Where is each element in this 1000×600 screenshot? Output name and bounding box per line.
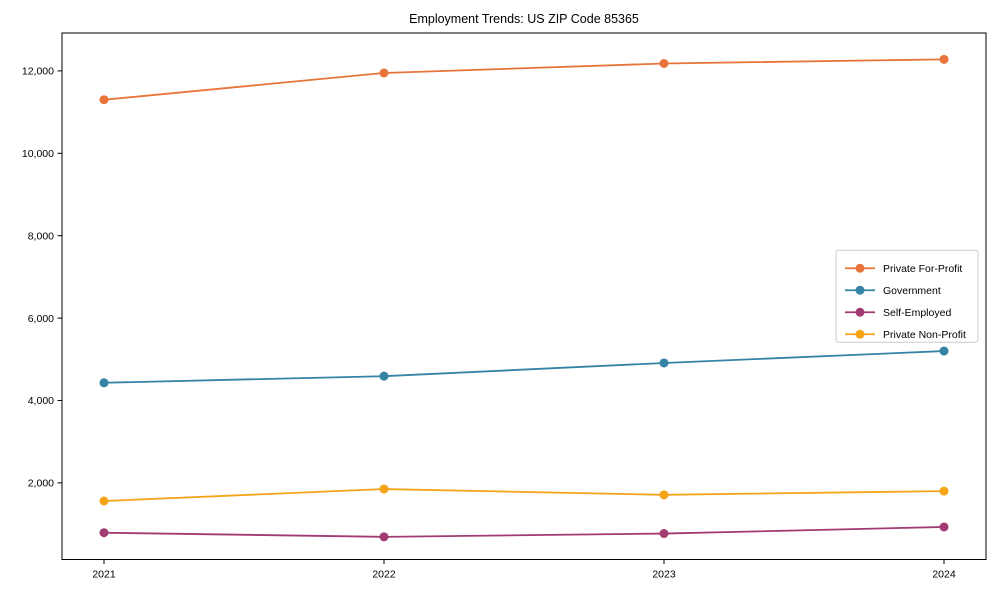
legend-entry-private-non-profit[interactable]: Private Non-Profit	[845, 329, 966, 341]
legend: Private For-Profit Government Self-Employe…	[835, 249, 979, 343]
series-line-private-for-profit	[103, 58, 945, 101]
legend-marker-sample	[855, 329, 865, 339]
y-tick-label: 6,000	[28, 313, 54, 325]
data-point-government	[379, 371, 389, 381]
data-point-government	[99, 378, 109, 388]
data-point-private-for-profit	[939, 54, 949, 64]
y-tick-label: 12,000	[22, 66, 54, 78]
data-point-self-employed	[99, 528, 109, 538]
data-point-private-non-profit	[379, 484, 389, 494]
y-tick-label: 8,000	[28, 230, 54, 242]
data-point-private-for-profit	[99, 95, 109, 105]
legend-label: Government	[883, 285, 941, 297]
data-point-private-for-profit	[659, 58, 669, 68]
axes-spines	[61, 32, 987, 560]
legend-entry-self-employed[interactable]: Self-Employed	[845, 307, 951, 319]
y-tick-label: 10,000	[22, 148, 54, 160]
data-point-private-non-profit	[939, 486, 949, 496]
x-tick-label: 2024	[932, 569, 956, 581]
data-point-private-for-profit	[379, 68, 389, 78]
legend-entry-government[interactable]: Government	[845, 285, 941, 297]
legend-label: Private For-Profit	[883, 263, 962, 275]
x-tick-label: 2021	[92, 569, 116, 581]
y-tick-label: 2,000	[28, 478, 54, 490]
data-point-private-non-profit	[659, 490, 669, 500]
legend-label: Private Non-Profit	[883, 329, 966, 341]
data-point-self-employed	[939, 522, 949, 532]
data-point-self-employed	[379, 532, 389, 542]
series-line-private-non-profit	[103, 488, 945, 502]
x-tick-label: 2022	[372, 569, 396, 581]
series-line-self-employed	[103, 526, 945, 538]
legend-entry-private-for-profit[interactable]: Private For-Profit	[845, 263, 962, 275]
data-point-government	[939, 346, 949, 356]
legend-marker-sample	[855, 307, 865, 317]
legend-marker-sample	[855, 263, 865, 273]
x-tick-label: 2023	[652, 569, 676, 581]
chart-title: Employment Trends: US ZIP Code 85365	[409, 12, 639, 26]
legend-box	[835, 249, 979, 343]
data-point-private-non-profit	[99, 496, 109, 506]
legend-marker-sample	[855, 285, 865, 295]
plot-area: 2,000 4,000 6,000 8,000 10,000 12,000 2021 2022…	[22, 32, 987, 581]
series-line-government	[103, 350, 945, 384]
legend-label: Self-Employed	[883, 307, 951, 319]
y-tick-label: 4,000	[28, 395, 54, 407]
data-point-self-employed	[659, 529, 669, 539]
data-point-government	[659, 358, 669, 368]
